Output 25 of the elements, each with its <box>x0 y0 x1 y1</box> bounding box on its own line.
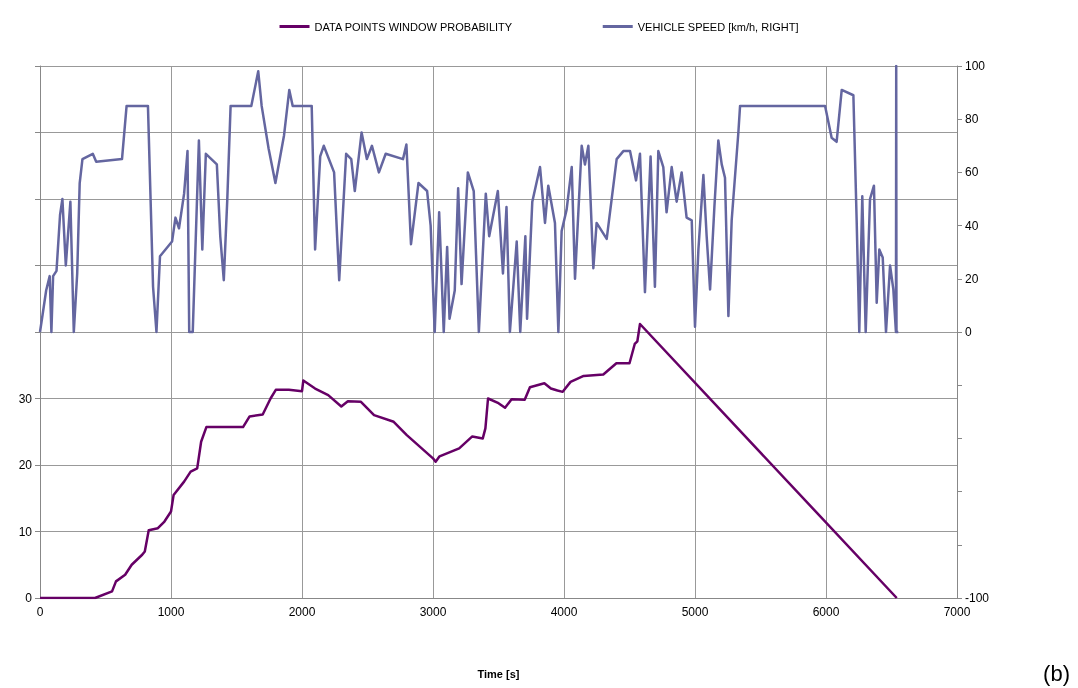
x-tick-label: 5000 <box>681 605 709 619</box>
x-tick-label: 3000 <box>419 605 447 619</box>
x-tick-label: 4000 <box>550 605 578 619</box>
y2-tick-label: 40 <box>965 218 979 233</box>
line-series <box>38 64 900 334</box>
text: (b) <box>1043 660 1070 686</box>
x-axis-title: Time [s] <box>477 667 520 680</box>
y-tick-label: 0 <box>25 591 33 605</box>
y2-tick-label: 0 <box>965 325 972 339</box>
legend-label: DATA POINTS WINDOW PROBABILITY <box>314 20 513 33</box>
y2-tick-label: 60 <box>965 165 979 180</box>
y-tick-label: 20 <box>18 458 33 472</box>
legend-label: VEHICLE SPEED [km/h, RIGHT] <box>637 20 799 33</box>
y-tick-label: 30 <box>18 391 33 406</box>
y2-tick-label: 80 <box>965 112 979 127</box>
y2-tick-label: 100 <box>965 59 986 73</box>
x-tick-label: 0 <box>36 605 44 619</box>
y-tick-label: 10 <box>18 524 33 539</box>
x-tick-label: 1000 <box>157 605 185 619</box>
y2-tick-label: 20 <box>965 271 979 286</box>
y2-tick-label: -100 <box>965 591 990 605</box>
x-tick-label: 7000 <box>943 605 971 619</box>
line-series <box>38 322 898 600</box>
x-tick-label: 6000 <box>812 605 840 619</box>
x-tick-label: 2000 <box>288 605 316 619</box>
